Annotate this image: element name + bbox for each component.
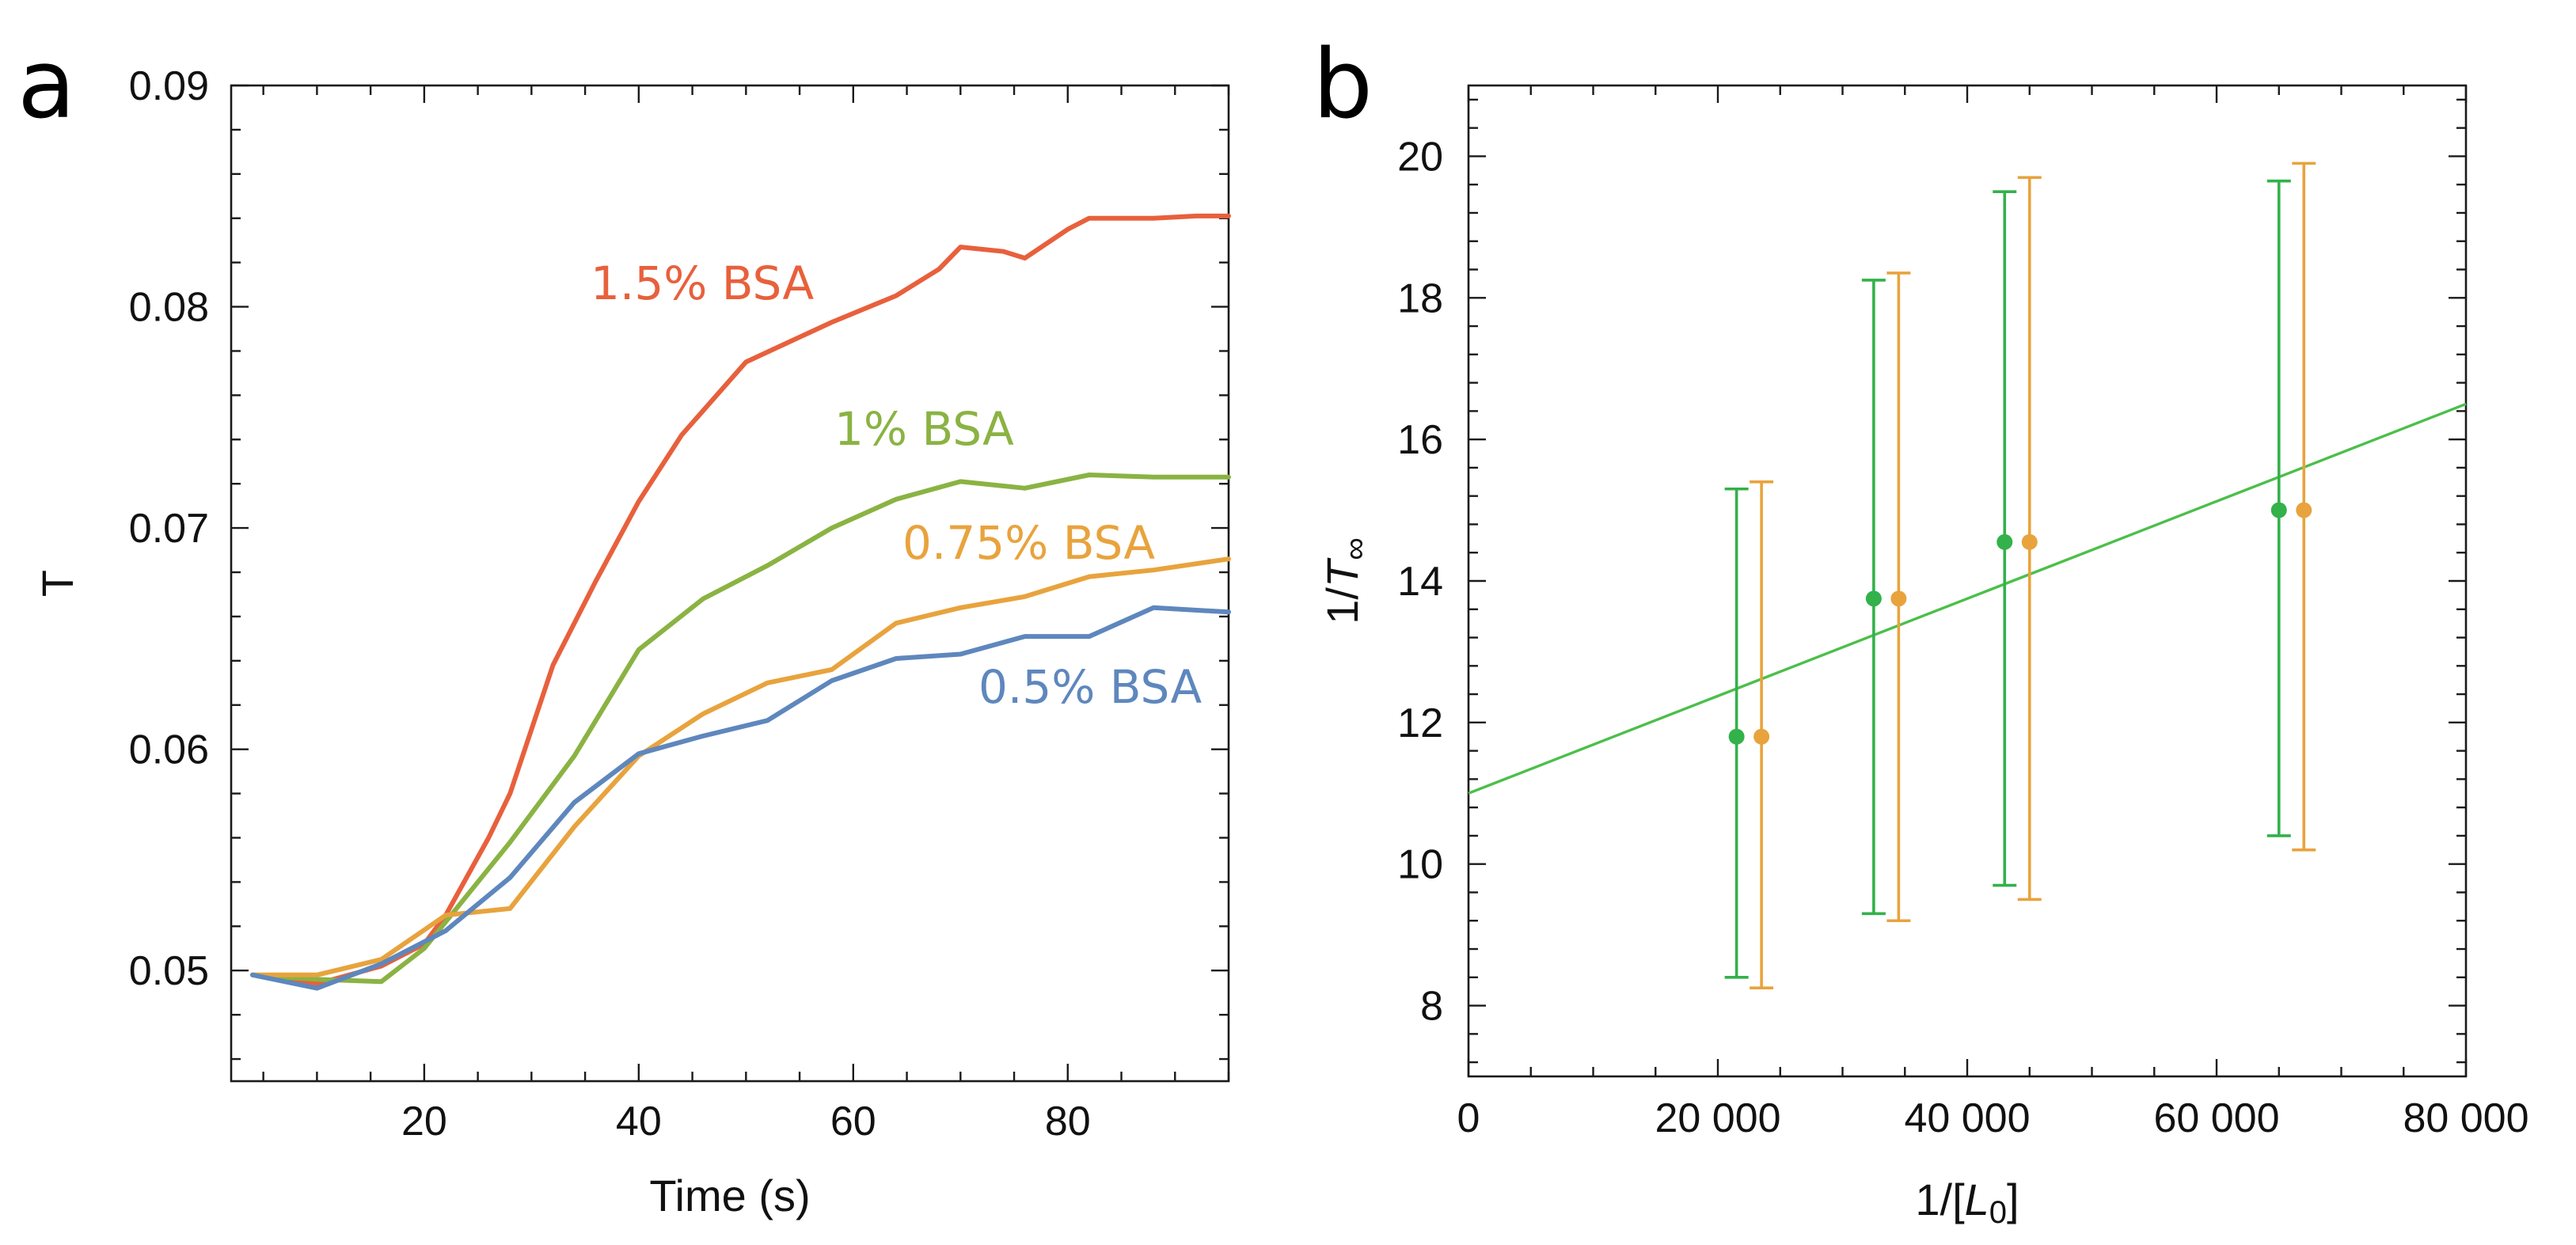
panel-b-y-tick-label: 14 xyxy=(1397,559,1443,605)
panel-b-series xyxy=(1724,161,2316,990)
data-point-green xyxy=(2270,502,2287,518)
panel-a-x-tick-label: 80 xyxy=(1045,1099,1091,1144)
panel-a-y-tick-label: 0.09 xyxy=(129,63,209,109)
panel-a-y-tick-label: 0.07 xyxy=(129,506,209,552)
panel-a-series xyxy=(250,213,1231,991)
panel-a-y-tick-label: 0.08 xyxy=(129,285,209,331)
panel-b-y-axis-title: 1/T∞ xyxy=(1317,537,1373,624)
data-point-orange xyxy=(2021,533,2038,550)
panel-a-ticks: 20 40 60 80 0.05 0.06 0.07 0.08 0.09 xyxy=(129,63,1230,1144)
panel-a-x-tick-label: 20 xyxy=(401,1099,447,1144)
panel-b: 0 20 000 40 000 60 000 80 000 8 10 12 14 16 18 20 1… xyxy=(1317,84,2529,1230)
b-xlabel-prefix: 1/[ xyxy=(1915,1175,1965,1224)
panel-a: 20 40 60 80 0.05 0.06 0.07 0.08 0.09 1.5% BSA 1% … xyxy=(32,63,1231,1220)
panel-letter-b: b xyxy=(1313,30,1373,140)
panel-a-y-tick-label: 0.05 xyxy=(129,948,209,994)
series-label-0-75-bsa: 0.75% BSA xyxy=(902,516,1155,570)
panel-a-x-tick-label: 40 xyxy=(616,1099,662,1144)
panel-b-y-tick-label: 20 xyxy=(1397,134,1443,180)
panel-a-series-labels: 1.5% BSA 1% BSA 0.75% BSA 0.5% BSA xyxy=(591,256,1202,714)
series-line-0-5-bsa xyxy=(250,605,1231,991)
panel-b-y-tick-label: 16 xyxy=(1397,417,1443,463)
panel-b-x-tick-label: 40 000 xyxy=(1904,1095,2030,1141)
series-line-1-5-bsa xyxy=(250,213,1231,986)
panel-b-ticks: 0 20 000 40 000 60 000 80 000 8 10 12 14 16 18 20 xyxy=(1397,85,2529,1141)
b-xlabel-sub: 0 xyxy=(1989,1195,2007,1230)
series-label-1-bsa: 1% BSA xyxy=(834,402,1014,456)
data-point-orange xyxy=(1890,590,1907,607)
b-ylabel-var: T xyxy=(1317,557,1367,587)
panel-b-x-tick-label: 60 000 xyxy=(2153,1095,2279,1141)
fit-line xyxy=(1468,402,2467,795)
panel-b-y-tick-label: 18 xyxy=(1397,275,1443,321)
series-line-0-75-bsa xyxy=(250,556,1231,977)
panel-b-x-axis-title: 1/[L0] xyxy=(1915,1175,2019,1230)
data-point-green xyxy=(1728,728,1745,745)
panel-a-frame xyxy=(230,84,1230,1083)
panel-b-frame xyxy=(1467,84,2468,1078)
panel-b-x-tick-label: 0 xyxy=(1457,1095,1480,1141)
panel-b-y-tick-label: 10 xyxy=(1397,842,1443,888)
panel-a-y-tick-label: 0.06 xyxy=(129,727,209,773)
panel-a-x-axis-title: Time (s) xyxy=(649,1171,810,1220)
data-point-orange xyxy=(2296,502,2312,518)
b-ylabel-prefix: 1/ xyxy=(1317,587,1367,624)
b-ylabel-sub: ∞ xyxy=(1338,537,1373,560)
b-xlabel-var: L xyxy=(1965,1175,1989,1224)
series-line-1-bsa xyxy=(250,473,1231,985)
panel-b-fit xyxy=(1468,402,2467,795)
panel-b-x-tick-label: 80 000 xyxy=(2403,1095,2529,1141)
data-point-green xyxy=(1997,533,2013,550)
b-xlabel-suffix: ] xyxy=(2007,1175,2019,1224)
series-label-1-5-bsa: 1.5% BSA xyxy=(591,256,814,310)
data-point-green xyxy=(1865,590,1882,607)
panel-b-x-tick-label: 20 000 xyxy=(1655,1095,1780,1141)
panel-a-y-axis-title: T xyxy=(32,570,82,597)
panel-a-x-tick-label: 60 xyxy=(830,1099,876,1144)
series-label-0-5-bsa: 0.5% BSA xyxy=(978,660,1202,714)
data-point-orange xyxy=(1753,728,1770,745)
panel-b-y-tick-label: 12 xyxy=(1397,700,1443,746)
panel-b-y-tick-label: 8 xyxy=(1420,984,1443,1030)
panel-letter-a: a xyxy=(17,30,76,140)
